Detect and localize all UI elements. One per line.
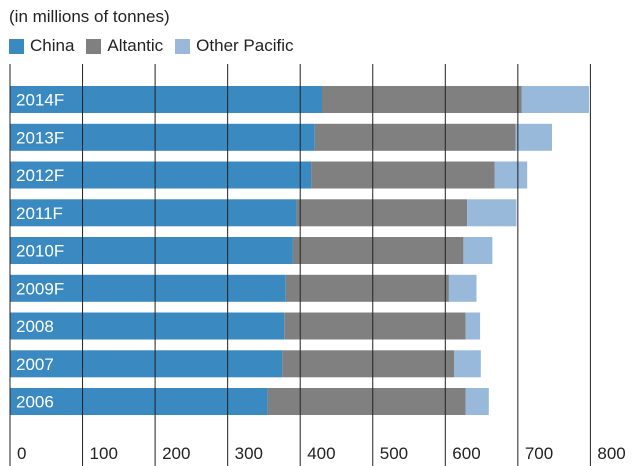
category-label: 2012F	[16, 166, 64, 185]
bar-altantic-2010f	[292, 237, 464, 264]
bar-other-pacific-2008	[465, 312, 481, 340]
bar-altantic-2013f	[314, 123, 516, 151]
category-label: 2006	[16, 393, 54, 412]
x-tick-label: 100	[90, 444, 118, 463]
bar-altantic-2014f	[322, 86, 522, 113]
bar-altantic-2007	[282, 350, 454, 378]
x-tick-label: 300	[235, 444, 263, 463]
bar-china-2013f	[10, 123, 315, 151]
bar-other-pacific-2009f	[448, 274, 477, 302]
chart-subtitle: (in millions of tonnes)	[9, 7, 170, 26]
x-tick-label: 600	[452, 444, 480, 463]
bar-altantic-2008	[284, 312, 466, 340]
bar-other-pacific-2010f	[463, 237, 493, 264]
bar-china-2006	[10, 388, 268, 415]
category-label: 2008	[16, 317, 54, 336]
bar-china-2011f	[10, 199, 297, 227]
category-label: 2010F	[16, 242, 64, 261]
bar-other-pacific-2012f	[494, 161, 528, 189]
x-tick-label: 0	[17, 444, 26, 463]
bar-china-2008	[10, 312, 285, 340]
bar-other-pacific-2014f	[521, 86, 589, 113]
legend: China Altantic Other Pacific	[9, 36, 305, 56]
category-label: 2009F	[16, 279, 64, 298]
bar-china-2007	[10, 350, 283, 378]
legend-swatch-altantic	[86, 38, 102, 54]
x-tick-label: 400	[307, 444, 335, 463]
bar-other-pacific-2013f	[515, 123, 552, 151]
bar-other-pacific-2011f	[467, 199, 517, 227]
bar-china-2014f	[10, 86, 322, 113]
bar-other-pacific-2007	[454, 350, 481, 378]
legend-swatch-other-pacific	[175, 38, 191, 54]
bar-altantic-2009f	[285, 274, 449, 302]
category-label: 2011F	[16, 204, 63, 223]
bar-other-pacific-2006	[465, 388, 489, 415]
bar-altantic-2012f	[311, 161, 495, 189]
bar-altantic-2011f	[296, 199, 468, 227]
x-tick-label: 700	[525, 444, 553, 463]
category-label: 2014F	[16, 91, 64, 110]
bar-altantic-2006	[267, 388, 466, 415]
legend-item-other-pacific: Other Pacific	[175, 36, 293, 56]
legend-item-china: China	[9, 36, 74, 56]
legend-label-china: China	[30, 36, 75, 55]
category-label: 2007	[16, 355, 54, 374]
x-tick-label: 200	[162, 444, 190, 463]
bar-china-2012f	[10, 161, 312, 189]
legend-swatch-china	[9, 38, 24, 54]
bar-china-2010f	[10, 237, 293, 264]
legend-label-other-pacific: Other Pacific	[196, 36, 294, 55]
legend-item-altantic: Altantic	[86, 36, 163, 56]
category-label: 2013F	[16, 128, 64, 147]
x-tick-label: 800	[597, 444, 625, 463]
x-tick-label: 500	[380, 444, 408, 463]
bar-china-2009f	[10, 274, 286, 302]
legend-label-altantic: Altantic	[107, 36, 164, 55]
